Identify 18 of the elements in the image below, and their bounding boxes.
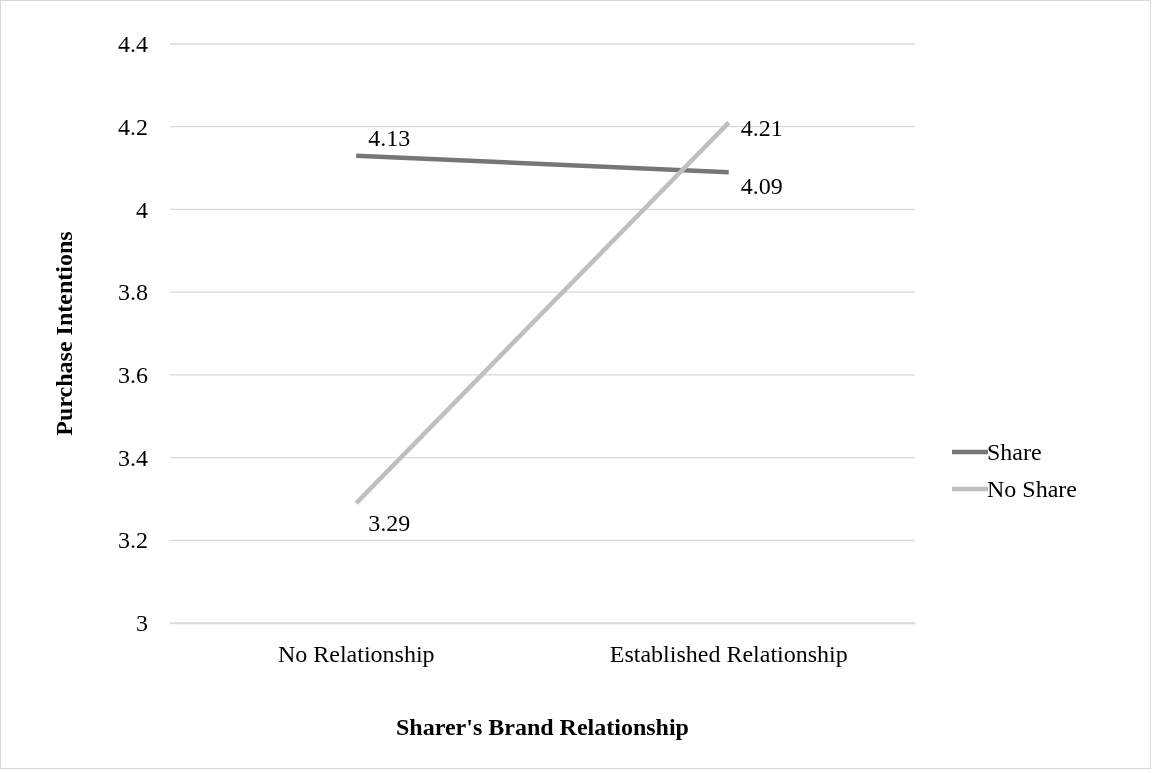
data-label: 4.13 (368, 124, 411, 151)
y-tick-label: 3.6 (118, 362, 148, 389)
data-label: 4.21 (740, 115, 783, 142)
x-tick-label: No Relationship (277, 641, 435, 668)
y-tick-label: 3.8 (118, 279, 148, 306)
y-axis-title: Purchase Intentions (51, 231, 77, 436)
legend-label: Share (987, 439, 1042, 465)
x-tick-label: Established Relationship (609, 641, 848, 668)
data-label: 3.29 (368, 510, 411, 537)
y-tick-label: 4.4 (118, 31, 148, 58)
y-tick-label: 3.4 (118, 444, 148, 471)
y-tick-label: 3.2 (118, 527, 148, 554)
y-tick-label: 4.2 (118, 113, 148, 140)
x-axis-title: Sharer's Brand Relationship (396, 714, 689, 740)
y-tick-label: 3 (136, 610, 148, 637)
y-tick-label: 4 (136, 196, 148, 223)
legend-label: No Share (987, 476, 1077, 502)
data-label: 4.09 (740, 172, 783, 199)
